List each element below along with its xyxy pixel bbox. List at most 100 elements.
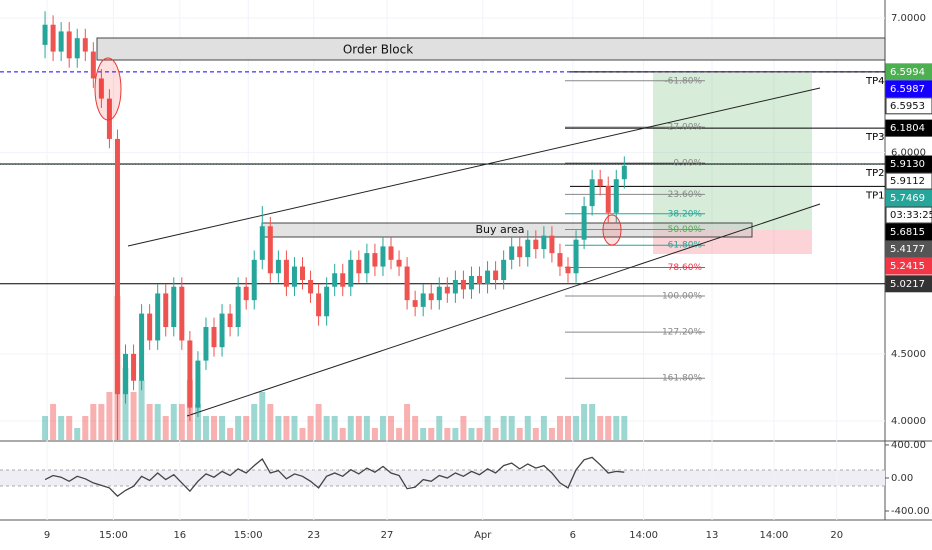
candle-body xyxy=(509,246,515,260)
volume-bar xyxy=(299,428,306,440)
price-label: 6.1804 xyxy=(890,123,925,134)
price-label-box xyxy=(885,63,932,81)
volume-bar xyxy=(178,404,185,440)
candle-body xyxy=(66,31,72,59)
price-label-box xyxy=(885,189,932,207)
highlight xyxy=(602,214,622,246)
volume-bar xyxy=(82,416,89,440)
volume-bar xyxy=(452,428,459,440)
target-zone xyxy=(653,73,812,230)
volume-bar xyxy=(532,428,539,440)
candle-body xyxy=(428,293,434,301)
volume-bar xyxy=(339,428,346,440)
volume-bar xyxy=(573,416,580,440)
fib-label: 127.20% xyxy=(662,328,702,338)
price-label: 6.5953 xyxy=(890,101,925,112)
volume-bar xyxy=(540,416,547,440)
volume-bar xyxy=(460,416,467,440)
candle-body xyxy=(300,266,306,280)
fib-label: 78.60% xyxy=(668,263,703,273)
candle-body xyxy=(308,279,314,294)
volume-bar xyxy=(138,380,145,440)
volume-bar xyxy=(243,416,250,440)
candle-body xyxy=(420,293,426,307)
candle-body xyxy=(348,259,354,287)
candle-body xyxy=(436,286,442,301)
candle-body xyxy=(541,235,547,250)
fib-label: 23.60% xyxy=(668,190,703,200)
candle-body xyxy=(50,24,56,52)
volume-bar xyxy=(194,404,201,440)
volume-bar xyxy=(589,404,596,440)
volume-bar xyxy=(122,368,129,440)
tp-label: TP3 xyxy=(865,132,885,143)
price-label-box xyxy=(885,275,932,293)
candle-body xyxy=(517,246,523,258)
price-label-box xyxy=(885,240,932,258)
volume-bar xyxy=(379,416,386,440)
candle-body xyxy=(468,275,474,290)
x-tick-label: 14:00 xyxy=(629,530,658,541)
candle-body xyxy=(501,259,507,280)
x-tick-label: 15:00 xyxy=(234,530,263,541)
y-tick-label: 7.0000 xyxy=(891,13,926,24)
volume-bar xyxy=(146,404,153,440)
candle-body xyxy=(525,239,531,258)
candle-body xyxy=(364,253,370,274)
tp-label: TP1 xyxy=(865,190,885,201)
x-tick-label: 20 xyxy=(830,530,843,541)
volume-bar xyxy=(492,428,499,440)
osc-line xyxy=(44,456,625,497)
volume-bar xyxy=(267,404,274,440)
fib-label: 0.00% xyxy=(673,159,702,169)
candle-body xyxy=(444,286,450,294)
volume-bar xyxy=(444,428,451,440)
volume-bar xyxy=(371,428,378,440)
candle-body xyxy=(211,327,217,348)
osc-tick-label: -400.00 xyxy=(891,506,930,517)
volume-bar xyxy=(548,428,555,440)
y-tick-label: 4.5000 xyxy=(891,349,926,360)
volume-bar xyxy=(251,404,258,440)
candle-body xyxy=(452,279,458,294)
candle-body xyxy=(404,266,410,301)
candle-body xyxy=(147,313,153,341)
candle-body xyxy=(235,286,241,328)
fib-label: 161.80% xyxy=(662,374,702,384)
candle-body xyxy=(396,259,402,267)
candle-body xyxy=(324,286,330,317)
candle-body xyxy=(291,266,297,287)
volume-bar xyxy=(283,416,290,440)
volume-bar xyxy=(524,416,531,440)
volume-bar xyxy=(613,416,620,440)
candle-body xyxy=(356,259,362,274)
candle-body xyxy=(388,246,394,260)
candle-body xyxy=(163,293,169,328)
tp-label: TP2 xyxy=(865,168,885,179)
x-tick-label: 15:00 xyxy=(99,530,128,541)
countdown-box xyxy=(885,206,932,224)
volume-bar xyxy=(211,416,218,440)
candle-body xyxy=(74,38,80,59)
x-tick-label: Apr xyxy=(474,530,492,541)
x-tick-label: 13 xyxy=(706,530,719,541)
volume-bar xyxy=(605,416,612,440)
price-label: 5.0217 xyxy=(890,279,925,290)
candle-body xyxy=(493,270,499,280)
highlight xyxy=(94,57,122,121)
price-label: 5.9130 xyxy=(890,159,925,170)
candle-body xyxy=(581,206,587,240)
volume-bar xyxy=(50,404,57,440)
candle-body xyxy=(477,275,483,285)
y-tick-label: 6.0000 xyxy=(891,147,926,158)
candle-body xyxy=(90,51,96,79)
volume-bar xyxy=(227,428,234,440)
candle-body xyxy=(613,179,619,213)
price-label-box xyxy=(885,257,932,275)
candle-body xyxy=(372,253,378,267)
order-block-label: Order Block xyxy=(343,43,413,57)
candle-body xyxy=(380,246,386,267)
volume-bar xyxy=(363,416,370,440)
